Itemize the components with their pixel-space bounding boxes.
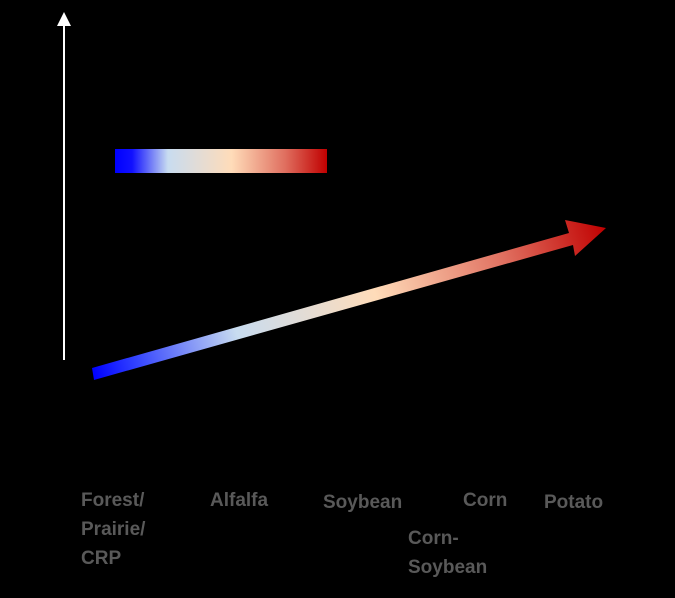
color-scale-bar [115,149,327,173]
y-axis-arrowhead-icon [57,12,71,26]
category-label-soybean: Soybean [323,492,403,513]
trend-arrow [92,220,606,380]
trend-arrow-shape [92,220,606,380]
category-label-corn-soybean: Corn- Soybean [408,528,488,578]
category-label-potato: Potato [544,492,604,513]
y-axis [57,12,71,360]
category-label-forest: Forest/ Prairie/ CRP [81,490,146,569]
category-label-corn: Corn [463,490,508,511]
category-label-alfalfa: Alfalfa [210,490,269,511]
